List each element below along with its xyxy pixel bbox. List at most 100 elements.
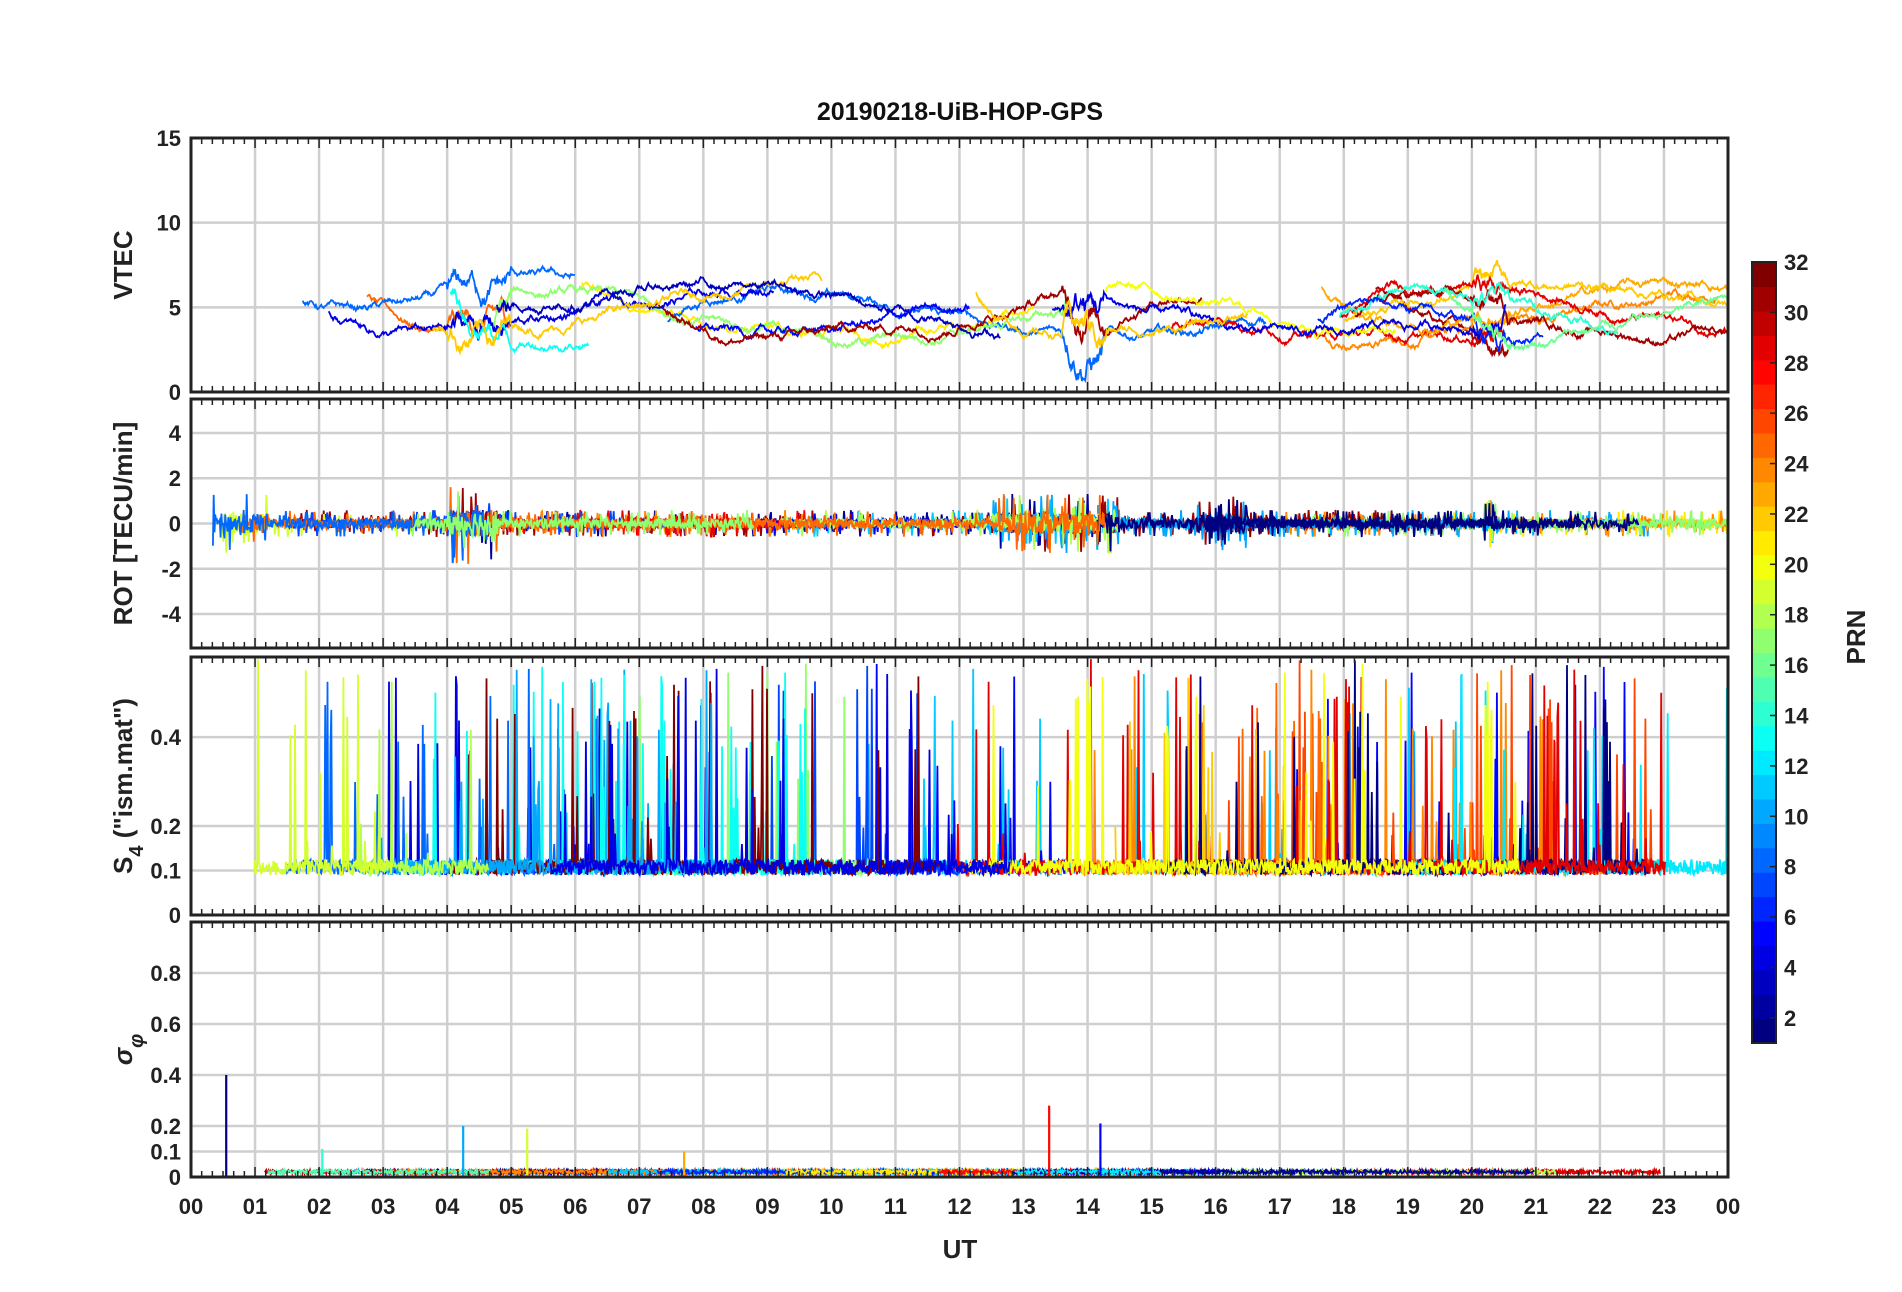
colorbar-swatch xyxy=(1752,676,1776,702)
y-tick-label: 0 xyxy=(169,380,181,405)
y-tick-label: 0.4 xyxy=(150,725,181,750)
y-tick-label: -4 xyxy=(161,602,181,627)
colorbar-tick-label: 26 xyxy=(1784,401,1808,426)
colorbar-swatch xyxy=(1752,554,1776,580)
series-line xyxy=(411,491,755,549)
series-line xyxy=(1051,288,1507,340)
y-axis-label: S4 ("ism.mat") xyxy=(108,698,148,874)
colorbar-swatch xyxy=(1752,408,1776,434)
y-tick-label: 0.4 xyxy=(150,1063,181,1088)
y-tick-label: 0.2 xyxy=(150,1114,181,1139)
series-line xyxy=(301,264,576,313)
colorbar-swatch xyxy=(1752,286,1776,312)
x-tick-label: 12 xyxy=(947,1194,971,1219)
panel-s4: 0 0.1 0.2 0.4S4 ("ism.mat") xyxy=(108,655,1730,928)
series-line xyxy=(785,1166,1037,1177)
x-axis-label: UT xyxy=(943,1234,978,1264)
series-group xyxy=(253,659,1728,879)
colorbar-swatch xyxy=(1752,457,1776,483)
series-group xyxy=(225,1075,1661,1177)
y-axis-label: σφ xyxy=(108,1034,148,1065)
colorbar-tick-label: 14 xyxy=(1784,703,1809,728)
colorbar-tick-label: 32 xyxy=(1784,250,1808,275)
x-tick-label: 13 xyxy=(1011,1194,1035,1219)
series-line xyxy=(1320,276,1728,336)
colorbar-tick-label: 16 xyxy=(1784,653,1808,678)
colorbar-swatch xyxy=(1752,359,1776,385)
series-line xyxy=(253,659,394,877)
colorbar-swatch xyxy=(1752,823,1776,849)
colorbar-tick-label: 4 xyxy=(1784,955,1797,980)
x-tick-label: 00 xyxy=(179,1194,203,1219)
y-tick-label: 10 xyxy=(157,211,181,236)
y-tick-label: -2 xyxy=(161,557,181,582)
series-group xyxy=(212,487,1728,564)
x-tick-label: 09 xyxy=(755,1194,779,1219)
colorbar-swatch xyxy=(1752,896,1776,922)
colorbar-swatch xyxy=(1752,506,1776,532)
series-line xyxy=(366,293,512,340)
colorbar-tick-label: 18 xyxy=(1784,603,1808,628)
x-tick-label: 01 xyxy=(243,1194,267,1219)
colorbar-swatch xyxy=(1752,994,1776,1020)
y-tick-label: 2 xyxy=(169,466,181,491)
y-tick-label: 0.8 xyxy=(150,961,181,986)
y-axis-label: VTEC xyxy=(108,230,138,300)
y-tick-label: 15 xyxy=(157,126,181,151)
colorbar-tick-label: 24 xyxy=(1784,452,1809,477)
series-line xyxy=(1344,259,1728,323)
y-axis-label: ROT [TECU/min] xyxy=(108,422,138,626)
x-tick-label: 17 xyxy=(1267,1194,1291,1219)
colorbar-swatch xyxy=(1752,432,1776,458)
series-line xyxy=(361,669,738,878)
chart-title: 20190218-UiB-HOP-GPS xyxy=(817,98,1103,126)
series-line xyxy=(1323,287,1719,352)
series-line xyxy=(968,663,1521,878)
colorbar-frame xyxy=(1751,261,1777,1044)
x-tick-label: 18 xyxy=(1332,1194,1356,1219)
y-tick-label: 5 xyxy=(169,295,181,320)
colorbar-swatch xyxy=(1752,335,1776,361)
series-line xyxy=(654,285,1203,347)
colorbar-swatch xyxy=(1752,750,1776,776)
panel-rot: -4 -2 0 2 4 ROT [TECU/min] xyxy=(108,397,1730,650)
series-line xyxy=(695,301,970,341)
series-line xyxy=(327,285,775,341)
colorbar-tick-label: 30 xyxy=(1784,300,1808,325)
colorbar-swatch xyxy=(1752,603,1776,629)
colorbar-swatch xyxy=(1752,628,1776,654)
x-tick-label: 05 xyxy=(499,1194,523,1219)
series-line xyxy=(1354,284,1728,347)
series-line xyxy=(267,1166,491,1177)
y-tick-label: 0.2 xyxy=(150,814,181,839)
x-tick-label: 06 xyxy=(563,1194,587,1219)
x-tick-label: 21 xyxy=(1524,1194,1548,1219)
colorbar-tick-label: 12 xyxy=(1784,754,1808,779)
panel-frame xyxy=(189,655,1730,917)
colorbar-swatch xyxy=(1752,847,1776,873)
colorbar-tick-label: 2 xyxy=(1784,1006,1796,1031)
colorbar-tick-label: 20 xyxy=(1784,552,1808,577)
series-group xyxy=(301,259,1728,384)
colorbar-swatch xyxy=(1752,530,1776,556)
colorbar-swatch xyxy=(1752,262,1776,288)
colorbar-label: PRN xyxy=(1841,610,1871,665)
colorbar-swatch xyxy=(1752,1018,1776,1044)
colorbar-swatch xyxy=(1752,481,1776,507)
x-tick-label: 03 xyxy=(371,1194,395,1219)
y-tick-label: 4 xyxy=(169,421,182,446)
y-tick-label: 0.6 xyxy=(150,1012,181,1037)
series-line xyxy=(1105,279,1397,340)
x-tick-label: 16 xyxy=(1203,1194,1227,1219)
colorbar-swatch xyxy=(1752,310,1776,336)
x-tick-label: 20 xyxy=(1460,1194,1484,1219)
series-line xyxy=(975,291,1249,350)
colorbar-swatch xyxy=(1752,701,1776,727)
colorbar-swatch xyxy=(1752,872,1776,898)
x-tick-label: 22 xyxy=(1588,1194,1612,1219)
colorbar-tick-label: 22 xyxy=(1784,502,1808,527)
colorbar-swatch xyxy=(1752,384,1776,410)
colorbar-tick-label: 10 xyxy=(1784,804,1808,829)
y-tick-label: 0.1 xyxy=(150,859,181,884)
